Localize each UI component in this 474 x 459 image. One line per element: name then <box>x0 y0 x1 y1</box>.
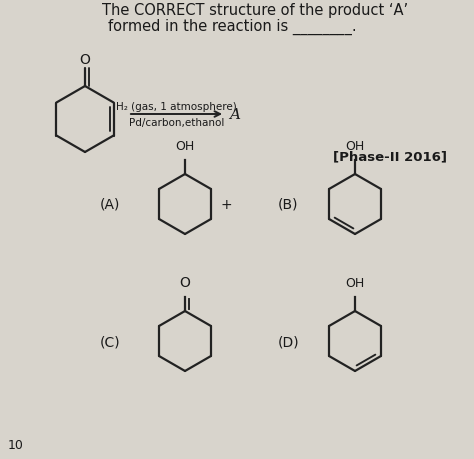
Text: +: + <box>221 197 233 212</box>
Text: (A): (A) <box>100 197 120 212</box>
Text: O: O <box>180 275 191 289</box>
Text: A: A <box>229 108 240 122</box>
Text: [Phase-II 2016]: [Phase-II 2016] <box>333 150 447 162</box>
Text: H₂ (gas, 1 atmosphere): H₂ (gas, 1 atmosphere) <box>116 102 237 112</box>
Text: Pd/carbon,ethanol: Pd/carbon,ethanol <box>129 118 224 128</box>
Text: OH: OH <box>175 140 195 153</box>
Text: (C): (C) <box>100 334 120 348</box>
Text: 10: 10 <box>8 438 24 451</box>
Text: (D): (D) <box>278 334 300 348</box>
Text: (B): (B) <box>278 197 299 212</box>
Text: The CORRECT structure of the product ‘A’: The CORRECT structure of the product ‘A’ <box>102 3 408 18</box>
Text: OH: OH <box>346 140 365 153</box>
Text: O: O <box>80 53 91 67</box>
Text: formed in the reaction is ________.: formed in the reaction is ________. <box>108 19 356 35</box>
Text: OH: OH <box>346 276 365 289</box>
